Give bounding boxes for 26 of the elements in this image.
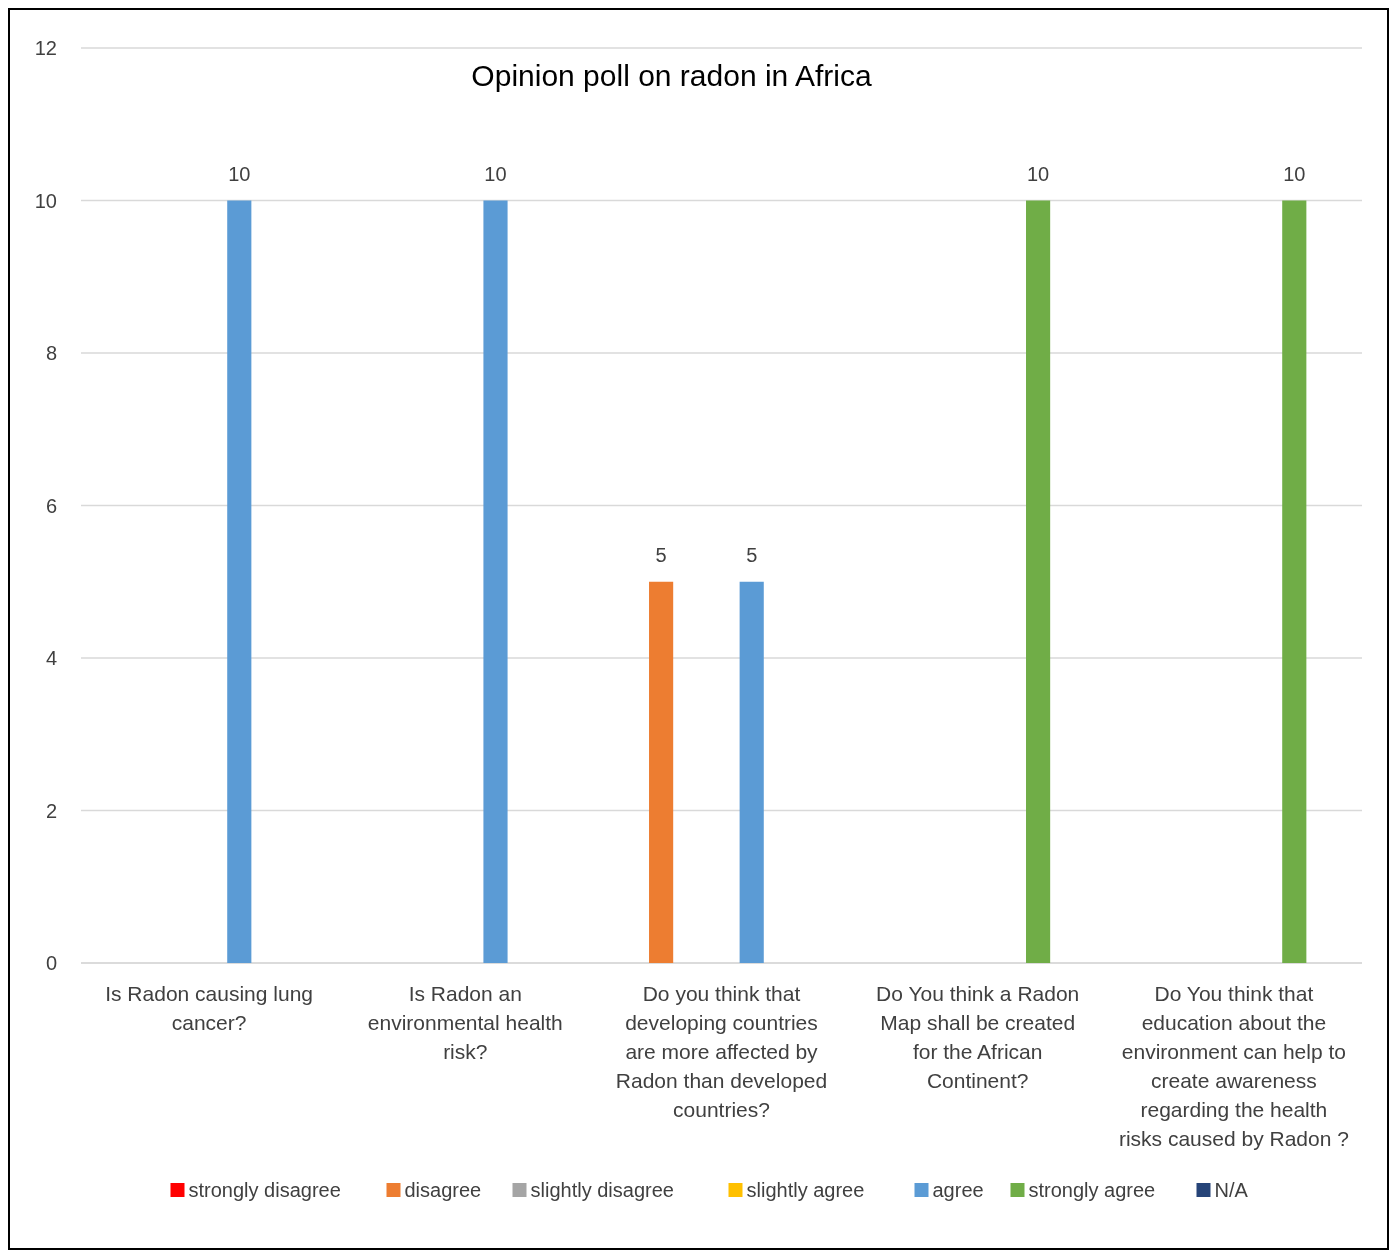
legend-label: strongly disagree [188,1179,341,1201]
legend-label: agree [932,1179,984,1201]
data-label: 10 [484,162,507,185]
x-tick-label: Is Radon an environmental health risk? [367,982,563,1063]
x-tick-label: Is Radon causing lung cancer? [105,982,314,1034]
y-tick-label: 2 [45,799,57,822]
x-tick-label: Do you think that developing countries are more affected by Radon than developed countries? [615,982,828,1121]
chart-title: Opinion poll on radon in Africa [471,58,872,92]
legend-label: strongly agree [1028,1179,1156,1201]
data-label: 10 [1283,162,1306,185]
y-tick-label: 12 [34,37,57,59]
x-tick-label: Do You think a Radon Map shall be created for the African Continent? [876,982,1080,1092]
y-tick-label: 4 [45,647,57,669]
data-label: 5 [655,543,667,566]
data-label: 5 [746,543,758,566]
data-label: 10 [228,162,251,185]
x-tick-label: Do You think that education about the environment can help to create awareness regarding the health risks caused by Radon ? [1118,982,1349,1150]
legend-label: N/A [1214,1179,1249,1201]
y-tick-label: 10 [34,189,57,212]
data-label: 10 [1026,162,1050,185]
y-tick-label: 0 [45,952,57,974]
legend-label: slightly agree [746,1179,865,1201]
y-tick-label: 8 [45,342,57,364]
y-tick-label: 6 [45,494,57,517]
legend-label: slightly disagree [530,1179,674,1201]
legend-label: disagree [404,1179,482,1201]
